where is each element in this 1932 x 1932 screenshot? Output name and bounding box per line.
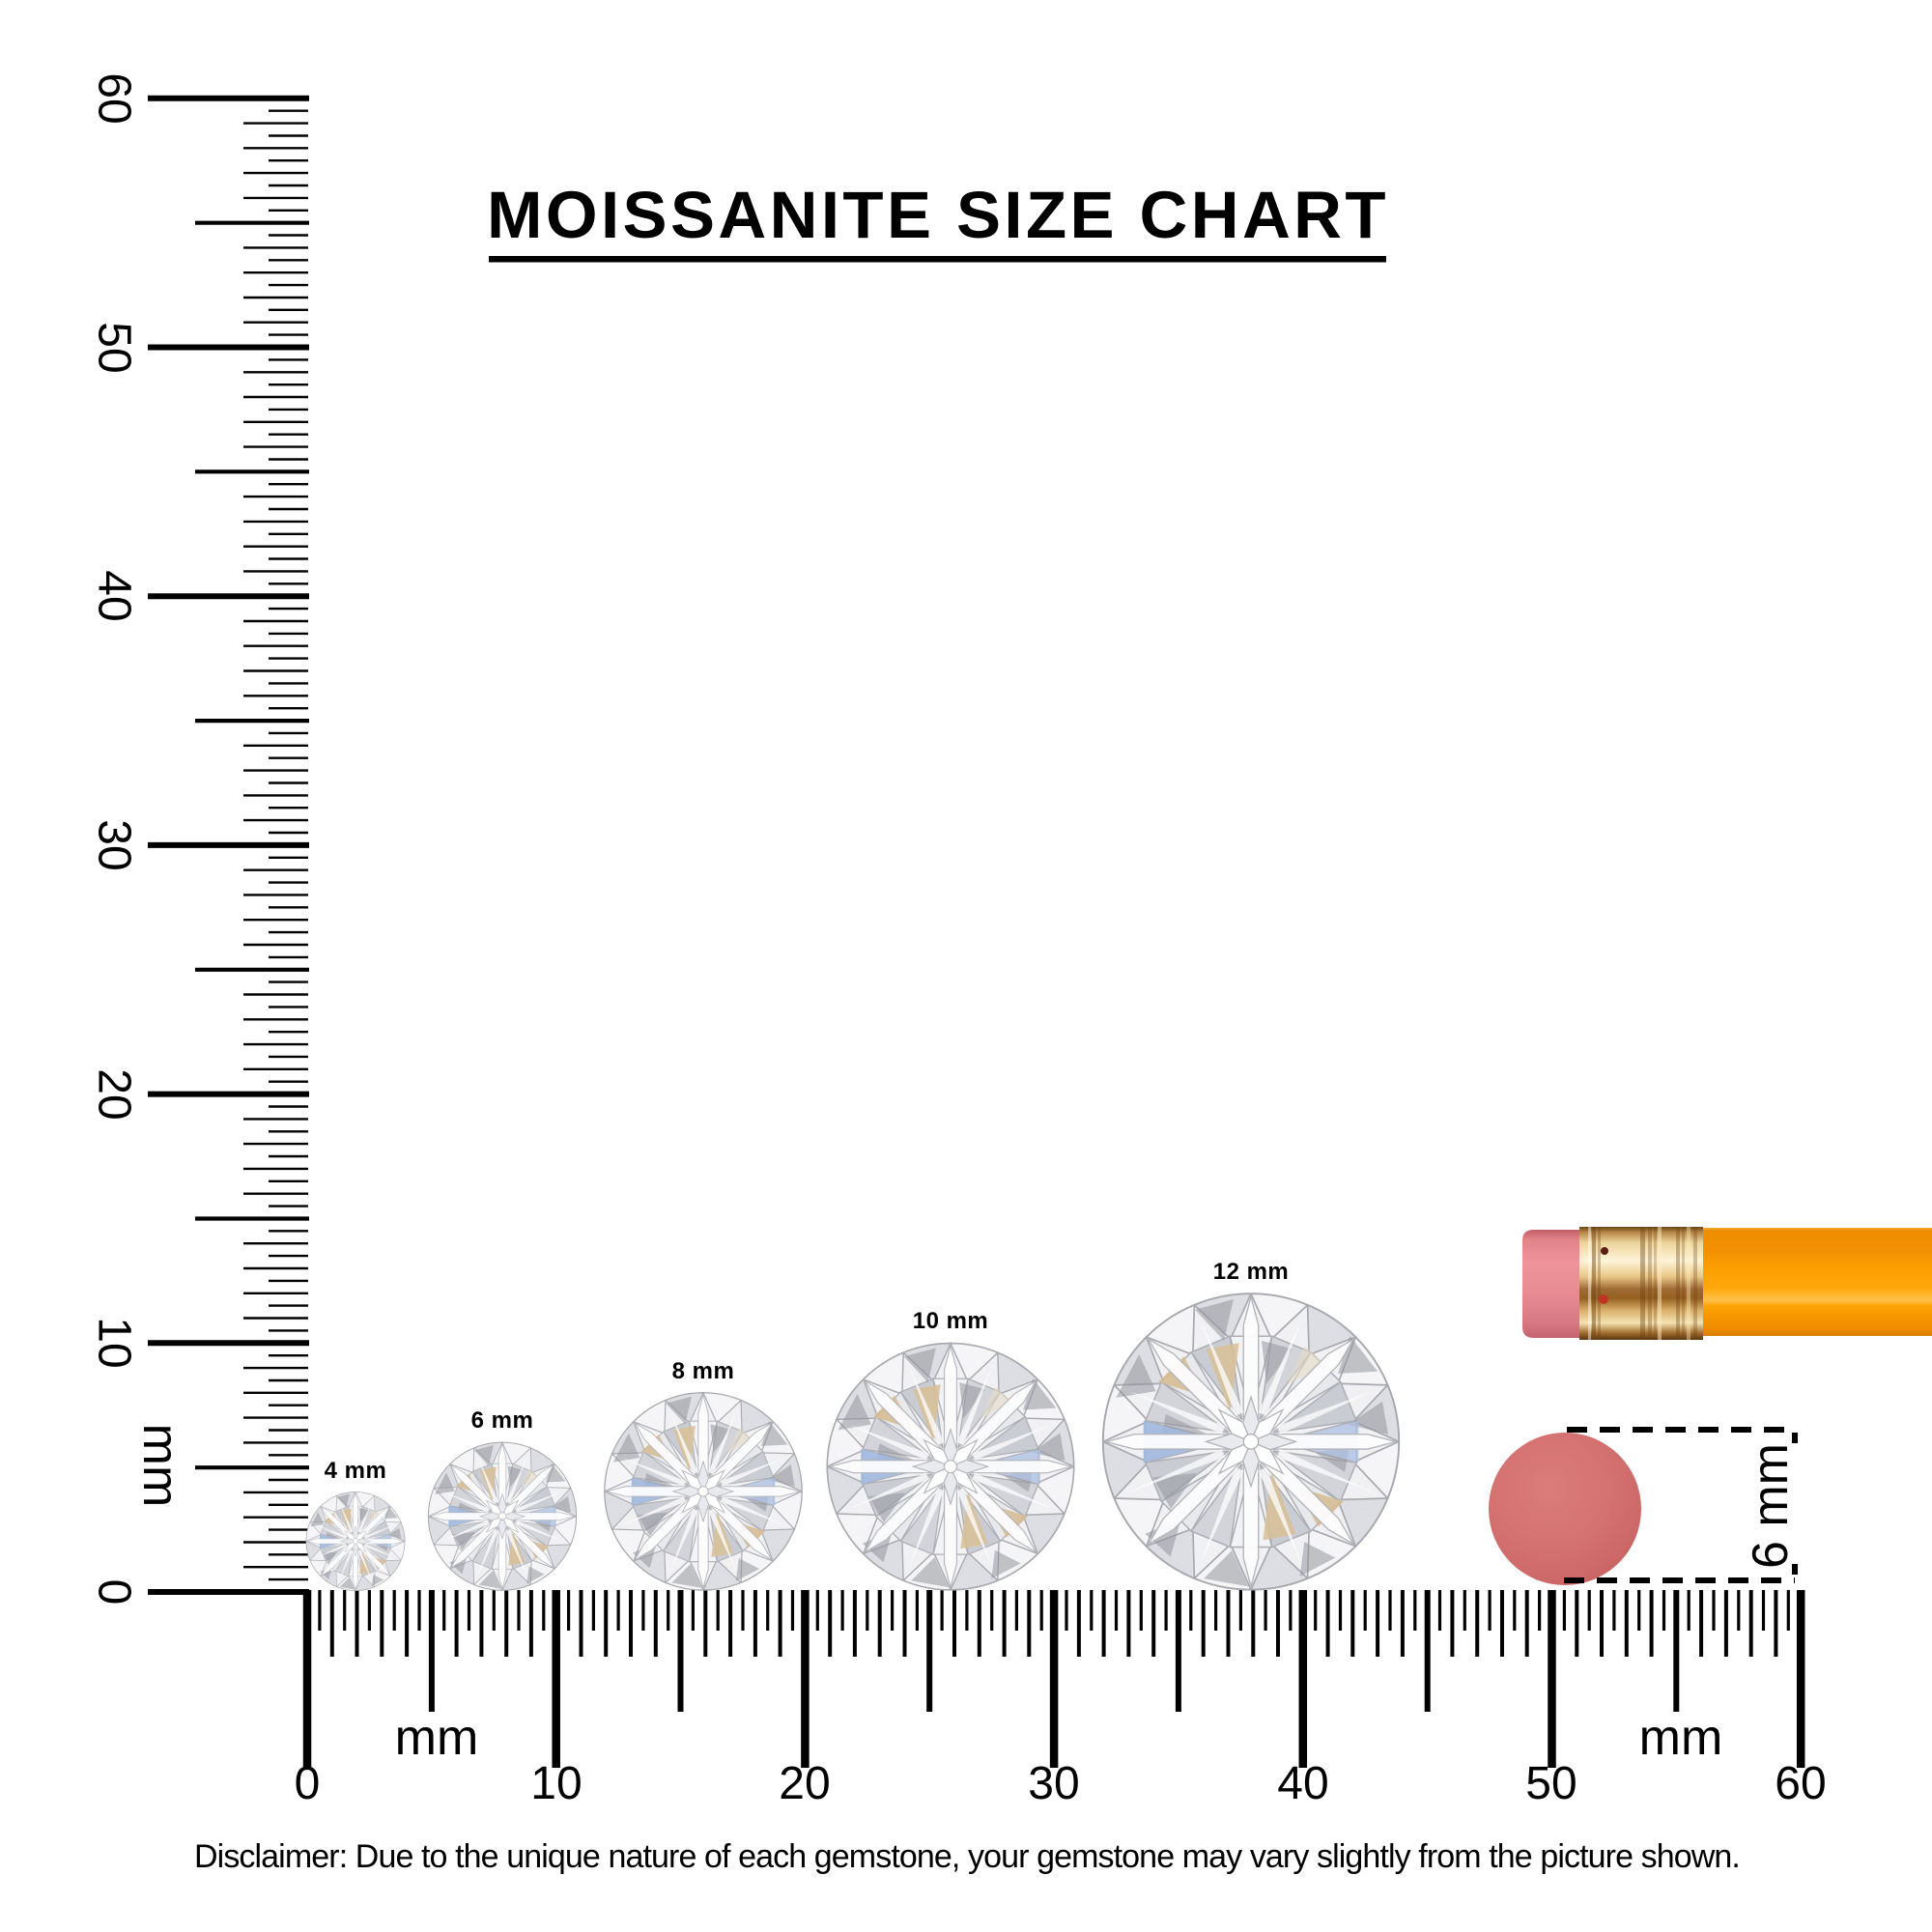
- svg-text:6 mm: 6 mm: [471, 1407, 534, 1434]
- svg-text:8 mm: 8 mm: [672, 1358, 735, 1384]
- svg-text:30: 30: [1028, 1758, 1079, 1809]
- svg-text:40: 40: [1277, 1758, 1328, 1809]
- svg-text:mm: mm: [132, 1424, 188, 1508]
- svg-text:mm: mm: [1639, 1710, 1723, 1766]
- svg-text:10: 10: [89, 1317, 140, 1368]
- svg-text:10 mm: 10 mm: [913, 1308, 989, 1334]
- svg-text:20: 20: [89, 1068, 140, 1120]
- svg-text:MOISSANITE SIZE CHART: MOISSANITE SIZE CHART: [487, 178, 1389, 252]
- svg-text:20: 20: [779, 1758, 830, 1809]
- svg-text:60: 60: [89, 72, 140, 124]
- svg-text:6 mm: 6 mm: [1743, 1443, 1799, 1569]
- svg-text:4 mm: 4 mm: [325, 1458, 387, 1484]
- svg-text:12 mm: 12 mm: [1213, 1259, 1290, 1285]
- svg-text:0: 0: [295, 1758, 321, 1809]
- svg-text:60: 60: [1775, 1758, 1826, 1809]
- svg-text:10: 10: [530, 1758, 582, 1809]
- svg-text:0: 0: [89, 1579, 140, 1605]
- svg-text:50: 50: [89, 322, 140, 373]
- svg-text:50: 50: [1525, 1758, 1577, 1809]
- svg-text:40: 40: [89, 570, 140, 621]
- svg-text:30: 30: [89, 819, 140, 870]
- svg-text:Disclaimer: Due to the unique: Disclaimer: Due to the unique nature of …: [194, 1838, 1740, 1875]
- svg-text:mm: mm: [395, 1710, 479, 1766]
